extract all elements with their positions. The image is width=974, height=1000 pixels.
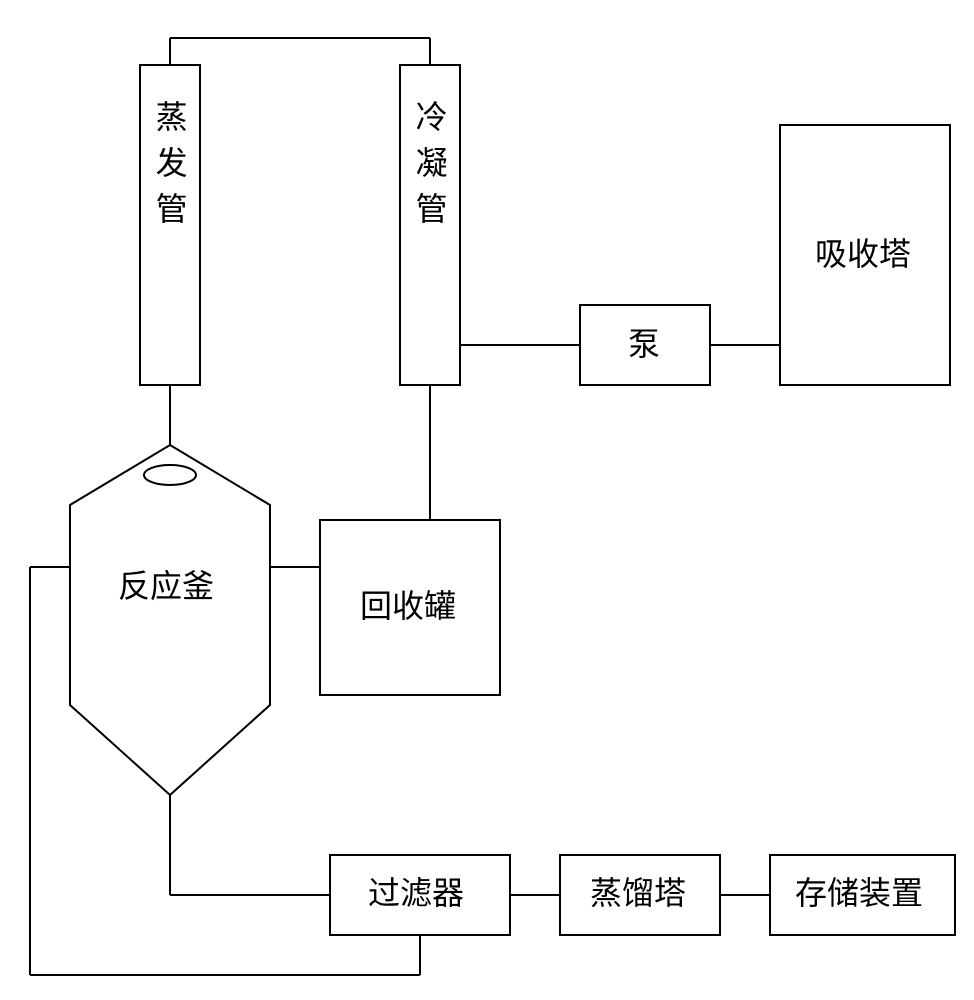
node-reactor — [70, 445, 270, 795]
nodes-group — [70, 65, 955, 935]
reactor-label: 反应釜 — [118, 570, 214, 604]
absorber-label: 吸收塔 — [815, 238, 911, 272]
dist-tower-label: 蒸馏塔 — [590, 877, 686, 911]
pump-label: 泵 — [628, 328, 660, 362]
recovery-label: 回收罐 — [360, 590, 456, 624]
evap-tube-label: 蒸发管 — [152, 100, 186, 238]
storage-label: 存储装置 — [795, 877, 923, 911]
diagram-stage: 蒸发管 冷凝管 反应釜 回收罐 泵 吸收塔 过滤器 蒸馏塔 存储装置 — [0, 0, 974, 1000]
edges-group — [30, 38, 780, 975]
diagram-svg — [0, 0, 974, 1000]
cond-tube-label: 冷凝管 — [412, 100, 446, 238]
filter-label: 过滤器 — [368, 877, 464, 911]
